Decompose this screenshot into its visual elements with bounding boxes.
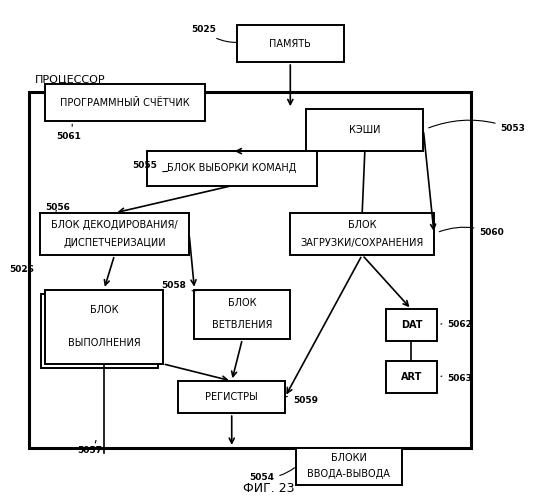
Text: 5062: 5062	[441, 320, 472, 328]
Bar	[146, 151, 317, 186]
Bar	[45, 290, 162, 364]
Text: БЛОКИ: БЛОКИ	[331, 453, 367, 463]
Text: 5056: 5056	[45, 204, 70, 212]
Text: 5054: 5054	[249, 468, 294, 482]
Bar	[295, 448, 402, 485]
Text: ПАМЯТЬ: ПАМЯТЬ	[270, 38, 312, 48]
Text: БЛОК: БЛОК	[90, 306, 118, 316]
Text: ПРОЦЕССОР: ПРОЦЕССОР	[35, 74, 105, 85]
Bar	[306, 109, 423, 151]
Text: DAT: DAT	[401, 320, 422, 330]
Bar	[40, 213, 189, 255]
Bar	[386, 361, 437, 394]
Text: 5060: 5060	[440, 227, 504, 237]
Bar	[194, 290, 291, 339]
Text: 5026: 5026	[9, 266, 34, 274]
Bar	[291, 213, 434, 255]
Bar	[237, 25, 344, 62]
Text: 5025: 5025	[191, 26, 237, 42]
Bar	[30, 92, 471, 448]
Text: ВЕТВЛЕНИЯ: ВЕТВЛЕНИЯ	[212, 320, 273, 330]
Text: 5063: 5063	[441, 374, 472, 383]
Text: 5061: 5061	[56, 124, 81, 141]
Text: БЛОК: БЛОК	[228, 298, 257, 308]
Text: ФИГ. 23: ФИГ. 23	[243, 482, 295, 495]
Text: ВВОДА-ВЫВОДА: ВВОДА-ВЫВОДА	[307, 470, 390, 480]
Text: БЛОК ДЕКОДИРОВАНИЯ/: БЛОК ДЕКОДИРОВАНИЯ/	[51, 220, 178, 230]
Bar	[45, 84, 205, 122]
Text: ПРОГРАММНЫЙ СЧЁТЧИК: ПРОГРАММНЫЙ СЧЁТЧИК	[60, 98, 190, 108]
Text: 5057: 5057	[77, 440, 102, 455]
Text: ДИСПЕТЧЕРИЗАЦИИ: ДИСПЕТЧЕРИЗАЦИИ	[63, 238, 166, 248]
Text: БЛОК: БЛОК	[348, 220, 377, 230]
Bar	[179, 381, 285, 413]
Text: ART: ART	[401, 372, 422, 382]
Text: КЭШИ: КЭШИ	[349, 125, 380, 135]
Text: 5059: 5059	[285, 396, 318, 406]
Bar	[386, 310, 437, 342]
Text: ВЫПОЛНЕНИЯ: ВЫПОЛНЕНИЯ	[68, 338, 140, 348]
Text: 5055: 5055	[132, 162, 168, 172]
Text: ЗАГРУЗКИ/СОХРАНЕНИЯ: ЗАГРУЗКИ/СОХРАНЕНИЯ	[301, 238, 424, 248]
Text: БЛОК ВЫБОРКИ КОМАНД: БЛОК ВЫБОРКИ КОМАНД	[167, 164, 296, 173]
Text: 5053: 5053	[429, 120, 526, 134]
Text: РЕГИСТРЫ: РЕГИСТРЫ	[206, 392, 258, 402]
Text: 5058: 5058	[161, 281, 200, 291]
Bar	[40, 294, 158, 368]
